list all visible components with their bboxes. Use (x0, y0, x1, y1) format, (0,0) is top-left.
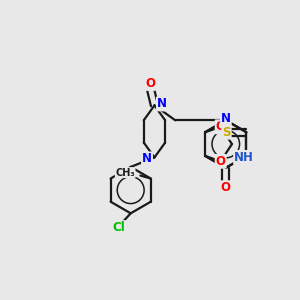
Text: Cl: Cl (112, 221, 125, 234)
Text: N: N (142, 152, 152, 165)
Text: O: O (216, 155, 226, 168)
Text: CH₃: CH₃ (116, 168, 135, 178)
Text: N: N (157, 98, 167, 110)
Text: S: S (222, 126, 231, 139)
Text: NH: NH (234, 151, 254, 164)
Text: O: O (216, 120, 226, 133)
Text: O: O (221, 181, 231, 194)
Text: N: N (221, 112, 231, 125)
Text: O: O (145, 77, 155, 90)
